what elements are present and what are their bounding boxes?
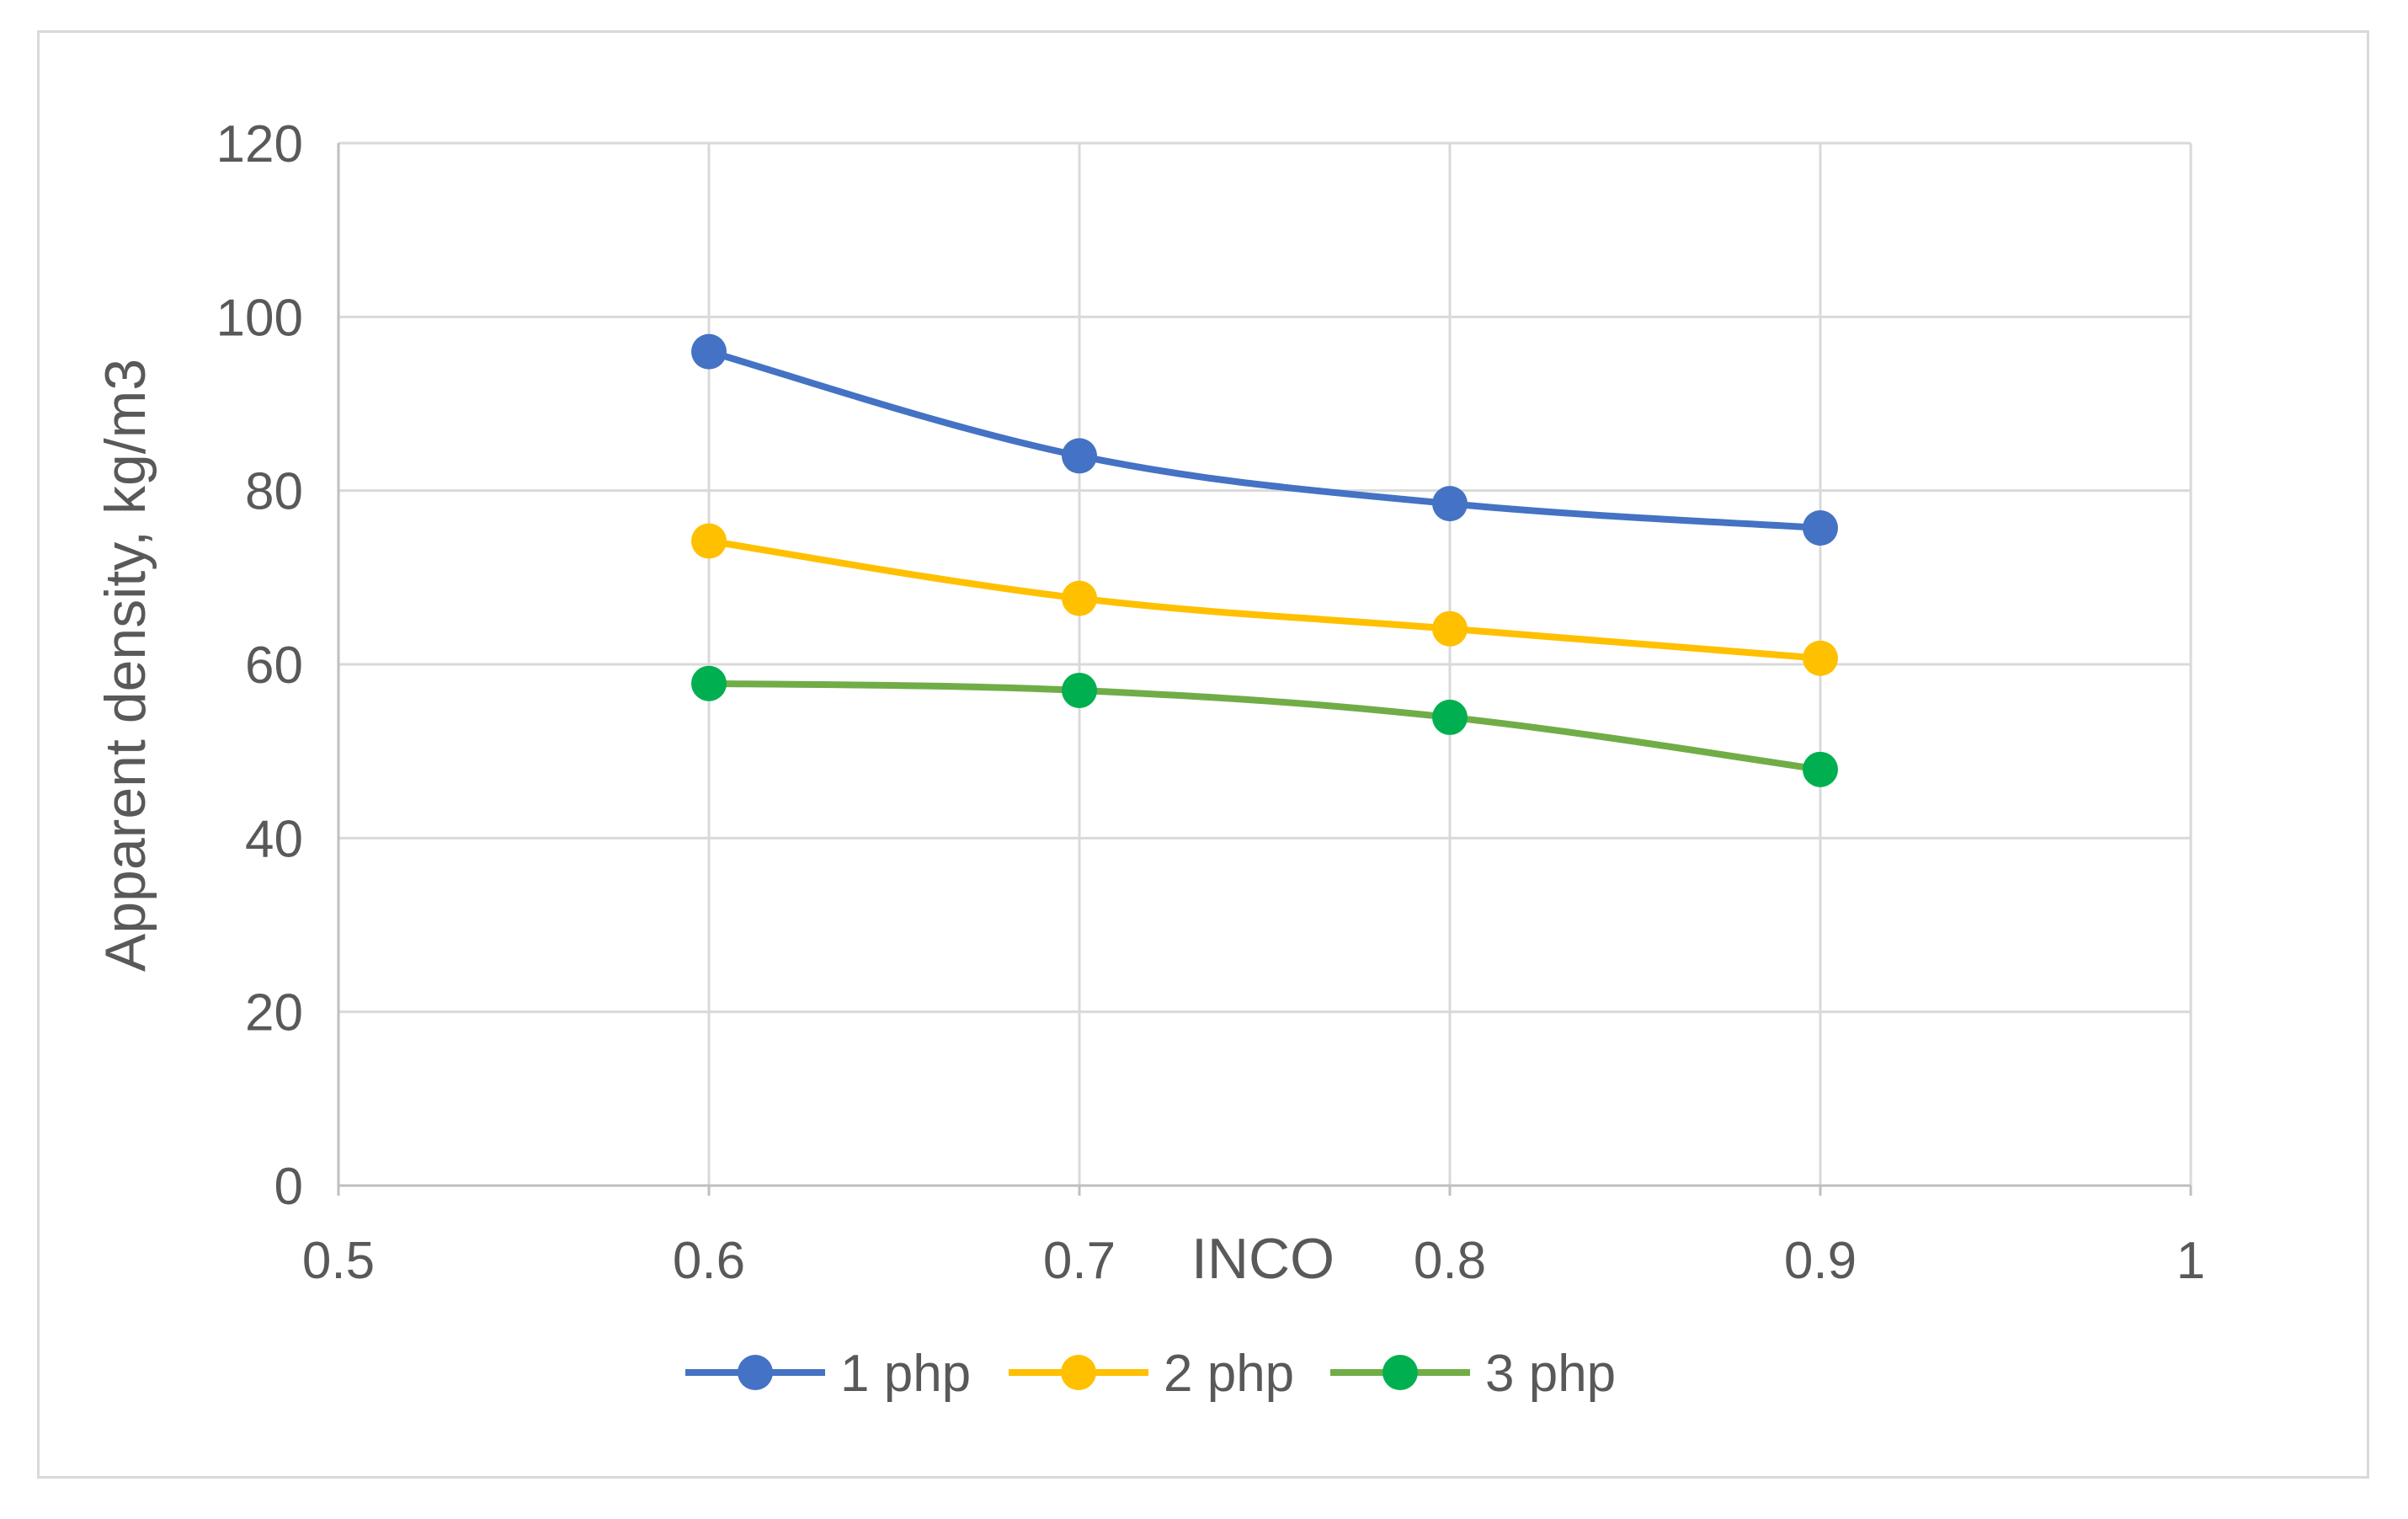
data-point	[1803, 751, 1838, 787]
y-tick-label: 80	[245, 463, 303, 521]
data-point	[1062, 580, 1097, 616]
y-tick-label: 20	[245, 984, 303, 1042]
y-tick-label: 0	[274, 1158, 303, 1216]
data-point	[1803, 510, 1838, 546]
data-point	[691, 523, 727, 559]
legend: 1 php 2 php 3 php	[685, 1345, 1616, 1403]
x-tick-label: 1	[2176, 1232, 2205, 1290]
x-axis-title: INCO	[1191, 1227, 1335, 1291]
data-point	[1803, 640, 1838, 676]
data-point	[691, 333, 727, 370]
y-tick-labels: 0 20 40 60 80 100 120	[216, 115, 303, 1216]
data-point	[1432, 699, 1468, 735]
data-point	[1062, 438, 1097, 474]
legend-item: 2 php	[1009, 1345, 1294, 1403]
y-tick-label: 120	[216, 115, 303, 173]
legend-label: 2 php	[1164, 1345, 1294, 1403]
legend-item: 3 php	[1330, 1345, 1616, 1403]
series-line	[706, 680, 1824, 773]
x-tick-label: 0.9	[1784, 1232, 1857, 1290]
x-tick-labels: 0.5 0.6 0.7 0.8 0.9 1	[302, 1232, 2205, 1290]
y-tick-label: 40	[245, 810, 303, 868]
chart-frame	[37, 30, 2369, 1479]
data-point	[691, 665, 727, 701]
series-line	[706, 537, 1824, 662]
legend-label: 3 php	[1485, 1345, 1616, 1403]
axes	[337, 143, 2192, 1196]
x-tick-label: 0.7	[1043, 1232, 1116, 1290]
legend-marker	[1061, 1355, 1096, 1390]
data-point	[1432, 610, 1468, 647]
data-point	[1062, 672, 1097, 708]
y-tick-label: 60	[245, 637, 303, 695]
data-point	[1432, 486, 1468, 522]
legend-label: 1 php	[840, 1345, 971, 1403]
x-tick-label: 0.6	[673, 1232, 745, 1290]
series-1	[691, 333, 1838, 546]
series-3	[691, 665, 1838, 787]
series-group	[691, 333, 1838, 787]
y-tick-label: 100	[216, 289, 303, 347]
series-2	[691, 523, 1838, 676]
x-tick-label: 0.8	[1414, 1232, 1486, 1290]
legend-item: 1 php	[685, 1345, 971, 1403]
y-axis-title: Apparent density, kg/m3	[93, 359, 157, 972]
series-line	[706, 348, 1824, 532]
legend-marker	[738, 1355, 773, 1390]
grid	[338, 141, 2192, 1186]
legend-marker	[1382, 1355, 1418, 1390]
x-tick-label: 0.5	[302, 1232, 375, 1290]
